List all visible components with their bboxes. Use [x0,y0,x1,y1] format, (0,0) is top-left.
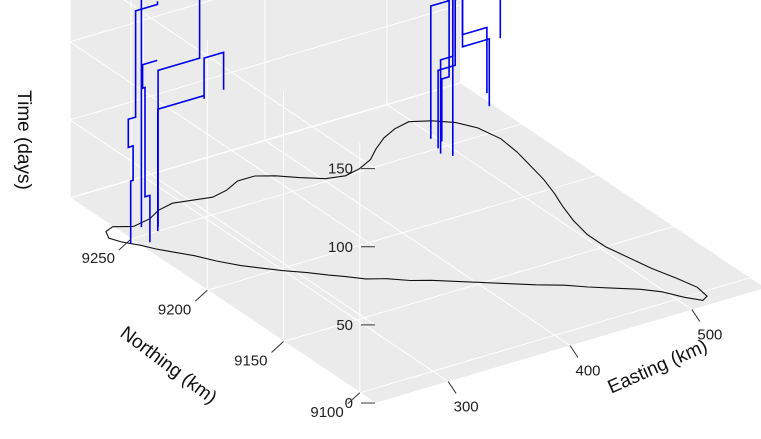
gridline-z [123,0,376,170]
y-tick [194,289,208,302]
track-line-7 [440,0,502,142]
y-tick-label: 9150 [234,353,267,370]
x-tick [569,345,579,358]
track-line-10 [451,0,491,156]
track-line-9 [429,0,449,139]
track-line-1 [127,1,159,244]
track-line-4 [157,0,201,227]
coastline-path [105,120,708,301]
x-tick-label: 400 [575,363,600,380]
track-series [127,0,502,244]
z-tick-label: 50 [336,317,353,334]
y-tick [271,341,284,353]
coastline-outline [105,120,708,301]
track-line-6 [437,0,457,149]
y-tick [118,238,132,251]
z-tick-label: 0 [345,395,353,412]
x-tick-label: 500 [697,327,722,344]
z-tick-label: 150 [328,161,353,178]
y-tick-label: 9200 [158,301,191,318]
x-tick [447,381,457,394]
axis-ticks: 0 50 100 150 9100 9150 9200 9250 300 400 500 [82,161,723,421]
floor-panel [70,83,761,403]
z-axis-title: Time (days) [13,90,34,190]
y-tick-label: 9250 [82,250,115,267]
x-tick-label: 300 [454,398,479,415]
track-line-2 [141,59,158,243]
plot-panels [70,0,761,403]
y-tick [347,392,361,405]
y-axis-title: Northing (km) [116,323,221,409]
x-tick [691,309,701,322]
x-axis-title: Easting (km) [605,336,711,399]
z-tick-label: 100 [328,239,353,256]
track-line-8 [439,0,488,154]
y-tick-label: 9100 [310,404,343,421]
